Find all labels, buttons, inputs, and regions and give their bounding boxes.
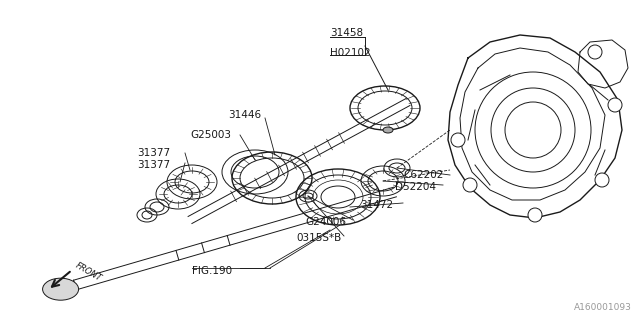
Text: FIG.190: FIG.190 <box>192 266 232 276</box>
Ellipse shape <box>383 127 393 133</box>
Text: G25003: G25003 <box>190 130 231 140</box>
Text: H02102: H02102 <box>330 48 371 58</box>
Ellipse shape <box>463 178 477 192</box>
Text: 31446: 31446 <box>228 110 261 120</box>
Text: 0315S*B: 0315S*B <box>296 233 341 243</box>
Text: A160001093: A160001093 <box>574 303 632 312</box>
Ellipse shape <box>608 98 622 112</box>
Text: 31472: 31472 <box>360 200 393 210</box>
Ellipse shape <box>43 278 79 300</box>
Text: 31458: 31458 <box>330 28 363 38</box>
Text: C62202: C62202 <box>403 170 444 180</box>
Ellipse shape <box>451 133 465 147</box>
Text: D52204: D52204 <box>395 182 436 192</box>
Text: 31377: 31377 <box>137 148 170 158</box>
Text: G24006: G24006 <box>305 217 346 227</box>
Text: 31377: 31377 <box>137 160 170 170</box>
Ellipse shape <box>588 45 602 59</box>
Ellipse shape <box>528 208 542 222</box>
Text: FRONT: FRONT <box>74 261 104 283</box>
Ellipse shape <box>595 173 609 187</box>
